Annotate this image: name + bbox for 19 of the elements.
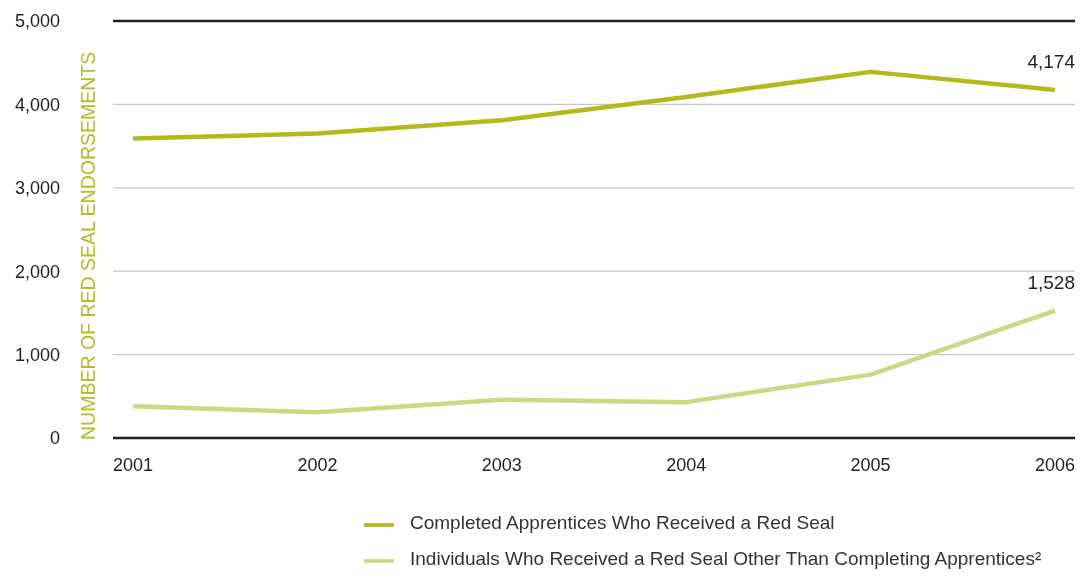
- legend-label: Completed Apprentices Who Received a Red Seal: [410, 512, 835, 534]
- y-tick-label: 4,000: [14, 94, 60, 115]
- x-tick-label: 2002: [297, 454, 338, 475]
- line-series: [130, 308, 1058, 415]
- data-label: 4,174: [1027, 50, 1076, 72]
- x-tick-label: 2006: [1034, 454, 1076, 475]
- x-tick-label: 2004: [666, 454, 707, 475]
- y-tick-label: 0: [49, 428, 60, 449]
- line-series: [130, 69, 1058, 141]
- y-axis-title: NUMBER OF RED SEAL ENDORSEMENTS: [77, 51, 99, 440]
- y-tick-label: 3,000: [14, 178, 60, 199]
- y-tick-label: 2,000: [14, 261, 60, 282]
- x-tick-label: 2003: [481, 454, 522, 475]
- y-tick-label: 1,000: [14, 344, 60, 365]
- x-tick-label: 2005: [850, 454, 891, 475]
- y-tick-label: 5,000: [14, 11, 60, 32]
- x-tick-label: 2001: [112, 454, 154, 475]
- data-label: 1,528: [1027, 271, 1075, 293]
- legend-label: Individuals Who Received a Red Seal Other Than Completing Apprentices²: [410, 548, 1042, 570]
